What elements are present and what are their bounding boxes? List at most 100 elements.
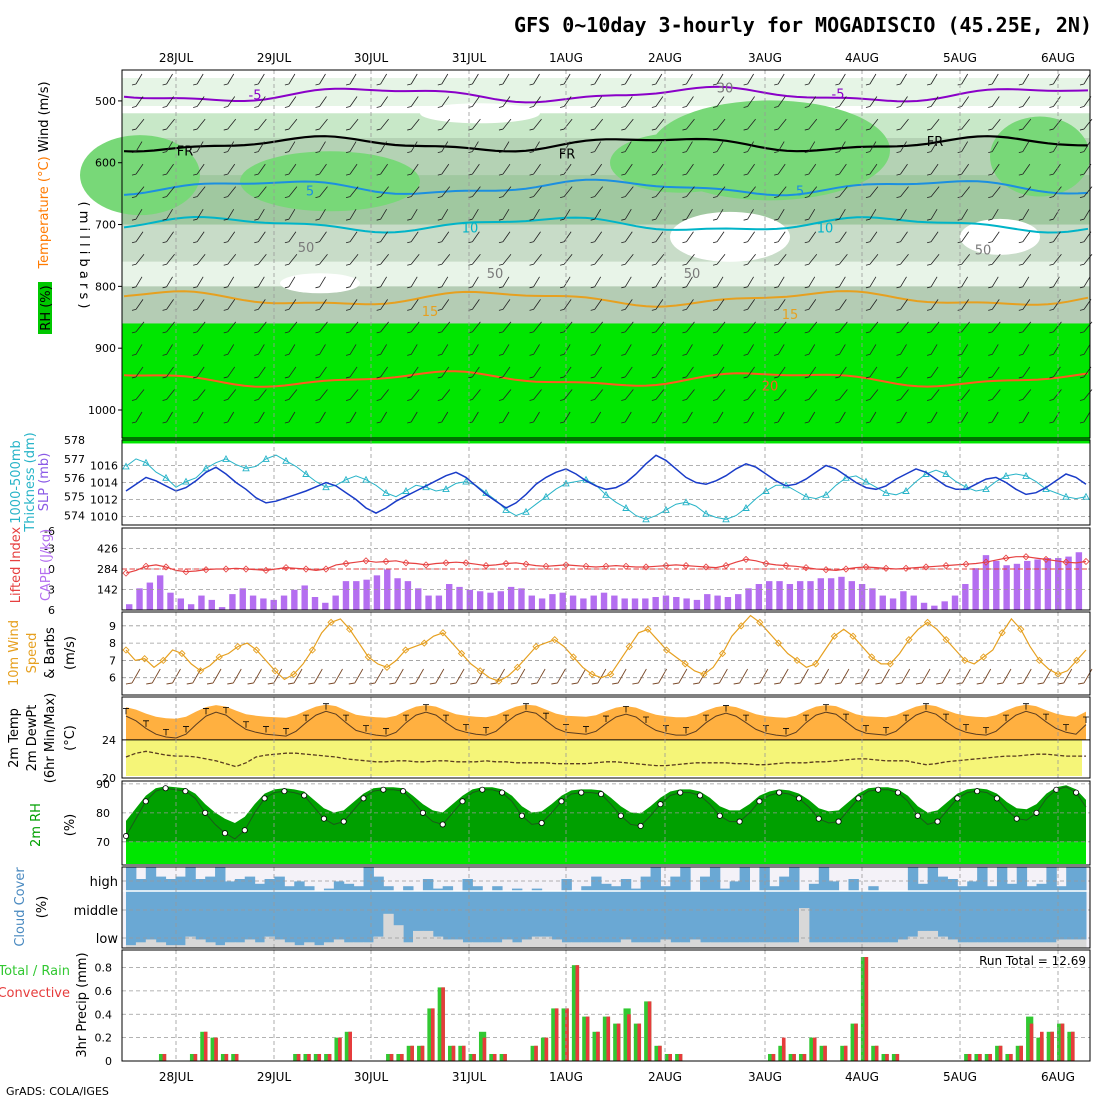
wind-barb-r0-c21 (774, 73, 785, 86)
wind-barb-r8-c21 (774, 254, 787, 266)
rh-clear-0 (670, 211, 790, 262)
rh-ylabel: 2m RH (29, 803, 44, 847)
temp-maxbar-46 (583, 726, 589, 733)
wind-barb-r1-c16 (621, 96, 633, 108)
date-top-1: 29JUL (257, 51, 292, 65)
sfc-barb-21 (551, 668, 566, 685)
wind-barb-r13-c13 (529, 366, 541, 379)
wind-barb-r11-c4 (254, 321, 267, 334)
cloud-low-75 (868, 942, 879, 948)
li-marker-56 (682, 562, 690, 570)
wind-barb-r12-c29 (1018, 344, 1030, 356)
wind-barb-r8-c18 (682, 254, 695, 266)
wind-barb-r14-c22 (804, 389, 818, 401)
wind-barb-r11-c24 (865, 321, 879, 334)
wind-barb-r15-c2 (193, 411, 204, 424)
wind-barb-r4-c18 (682, 163, 694, 176)
wind-speed-marker-18 (290, 670, 298, 678)
wind-barb-r3-c13 (529, 141, 540, 153)
precip-conv-bar-40 (544, 1037, 549, 1061)
wind-barb-r8-c15 (590, 254, 604, 266)
sfc-barb-31 (753, 668, 769, 685)
cape-bar-63 (776, 581, 783, 610)
wind-barb-r7-c26 (926, 231, 939, 244)
wind-speed-marker-68 (756, 618, 764, 627)
cape-bar-56 (704, 594, 711, 610)
wind-barb-r2-c22 (804, 118, 818, 131)
wind-barb-r13-c7 (345, 366, 358, 379)
cloud-high-96 (1076, 867, 1087, 891)
precip-conv-bar-53 (678, 1053, 683, 1061)
thickness-marker-10 (222, 454, 230, 462)
upper-air-yaxis-text: ( m i l l i b a r s ) (76, 202, 91, 309)
cape-bar-4 (167, 592, 174, 610)
cape-bar-20 (332, 595, 339, 610)
cape-ytick-2: 426 (97, 543, 118, 556)
wind-barb-r8-c20 (743, 254, 756, 266)
cape-bar-18 (311, 597, 319, 610)
cloud-low-89 (1006, 942, 1018, 948)
temp-maxbar-6 (183, 726, 189, 733)
cloud-mid-45 (571, 891, 582, 948)
cloud-mid-21 (333, 891, 345, 948)
rh-marker-20 (320, 815, 327, 822)
wind-barb-r12-c14 (560, 344, 571, 356)
cloud-high-14 (264, 879, 275, 891)
thickness-marker-34 (462, 477, 470, 485)
cloud-mid-19 (314, 891, 325, 948)
rh-marker-4 (162, 785, 169, 792)
cloud-mid-37 (492, 891, 503, 948)
cloud-high-51 (630, 888, 642, 891)
cloud-mid-31 (432, 891, 444, 948)
wind-barb-r1-c12 (498, 96, 511, 108)
wind-barb-r12-c1 (162, 344, 173, 356)
li-marker-96 (1082, 557, 1090, 566)
temp-maxbar-90 (1023, 703, 1029, 710)
cloud-low-45 (571, 942, 582, 948)
wind-speed-marker-70 (774, 639, 783, 647)
wind-barb-r15-c13 (529, 411, 540, 424)
cloud-low-81 (927, 930, 939, 948)
cloud-low-85 (967, 942, 978, 948)
cloud-mid-65 (769, 891, 780, 948)
wind-barb-r11-c25 (896, 321, 909, 334)
cloud-low-61 (729, 942, 741, 948)
cloud-mid-43 (551, 891, 562, 948)
cloud-low-52 (640, 942, 652, 948)
cloud-low-34 (462, 942, 473, 948)
rh-lower-fill (122, 348, 1090, 410)
temp-maxbar-12 (243, 721, 249, 728)
wind-barb-r9-c15 (590, 276, 602, 289)
rh-marker-62 (736, 818, 743, 825)
cape-bar-69 (838, 576, 845, 610)
wind-barb-r11-c10 (437, 321, 451, 334)
thickness-marker-16 (282, 456, 290, 464)
wind-barb-r8-c4 (254, 254, 267, 266)
wind-speed-marker-30 (401, 646, 410, 654)
cape-bar-82 (972, 568, 979, 610)
cloud-low-8 (205, 942, 216, 948)
wind-barb-r1-c4 (254, 96, 266, 108)
cape-bar-10 (229, 594, 236, 610)
precip-conv-bar-29 (430, 1008, 435, 1061)
cloud-mid-44 (561, 891, 572, 948)
wind-barb-r11-c14 (560, 321, 573, 334)
li-marker-70 (822, 566, 830, 574)
cape-bar-2 (146, 582, 154, 610)
date-top-4: 1AUG (549, 51, 583, 65)
cloud-low-37 (492, 942, 503, 948)
thickness-marker-22 (342, 475, 350, 483)
wind-barb-r15-c10 (437, 411, 449, 424)
wind-barb-r12-c4 (254, 344, 265, 356)
cloud-high-89 (1006, 883, 1018, 891)
wind-barb-r5-c6 (315, 186, 328, 199)
cloud-low-7 (195, 939, 206, 948)
wind-barb-r6-c23 (835, 208, 846, 221)
rh-marker-38 (499, 789, 506, 796)
cloud-mid-11 (234, 891, 246, 948)
wind-barb-r12-c18 (682, 344, 693, 356)
cape-bar-26 (394, 578, 401, 610)
cape-bar-32 (456, 586, 463, 610)
temp-maxbar-74 (863, 725, 869, 732)
wind-speed-marker-90 (961, 656, 969, 665)
